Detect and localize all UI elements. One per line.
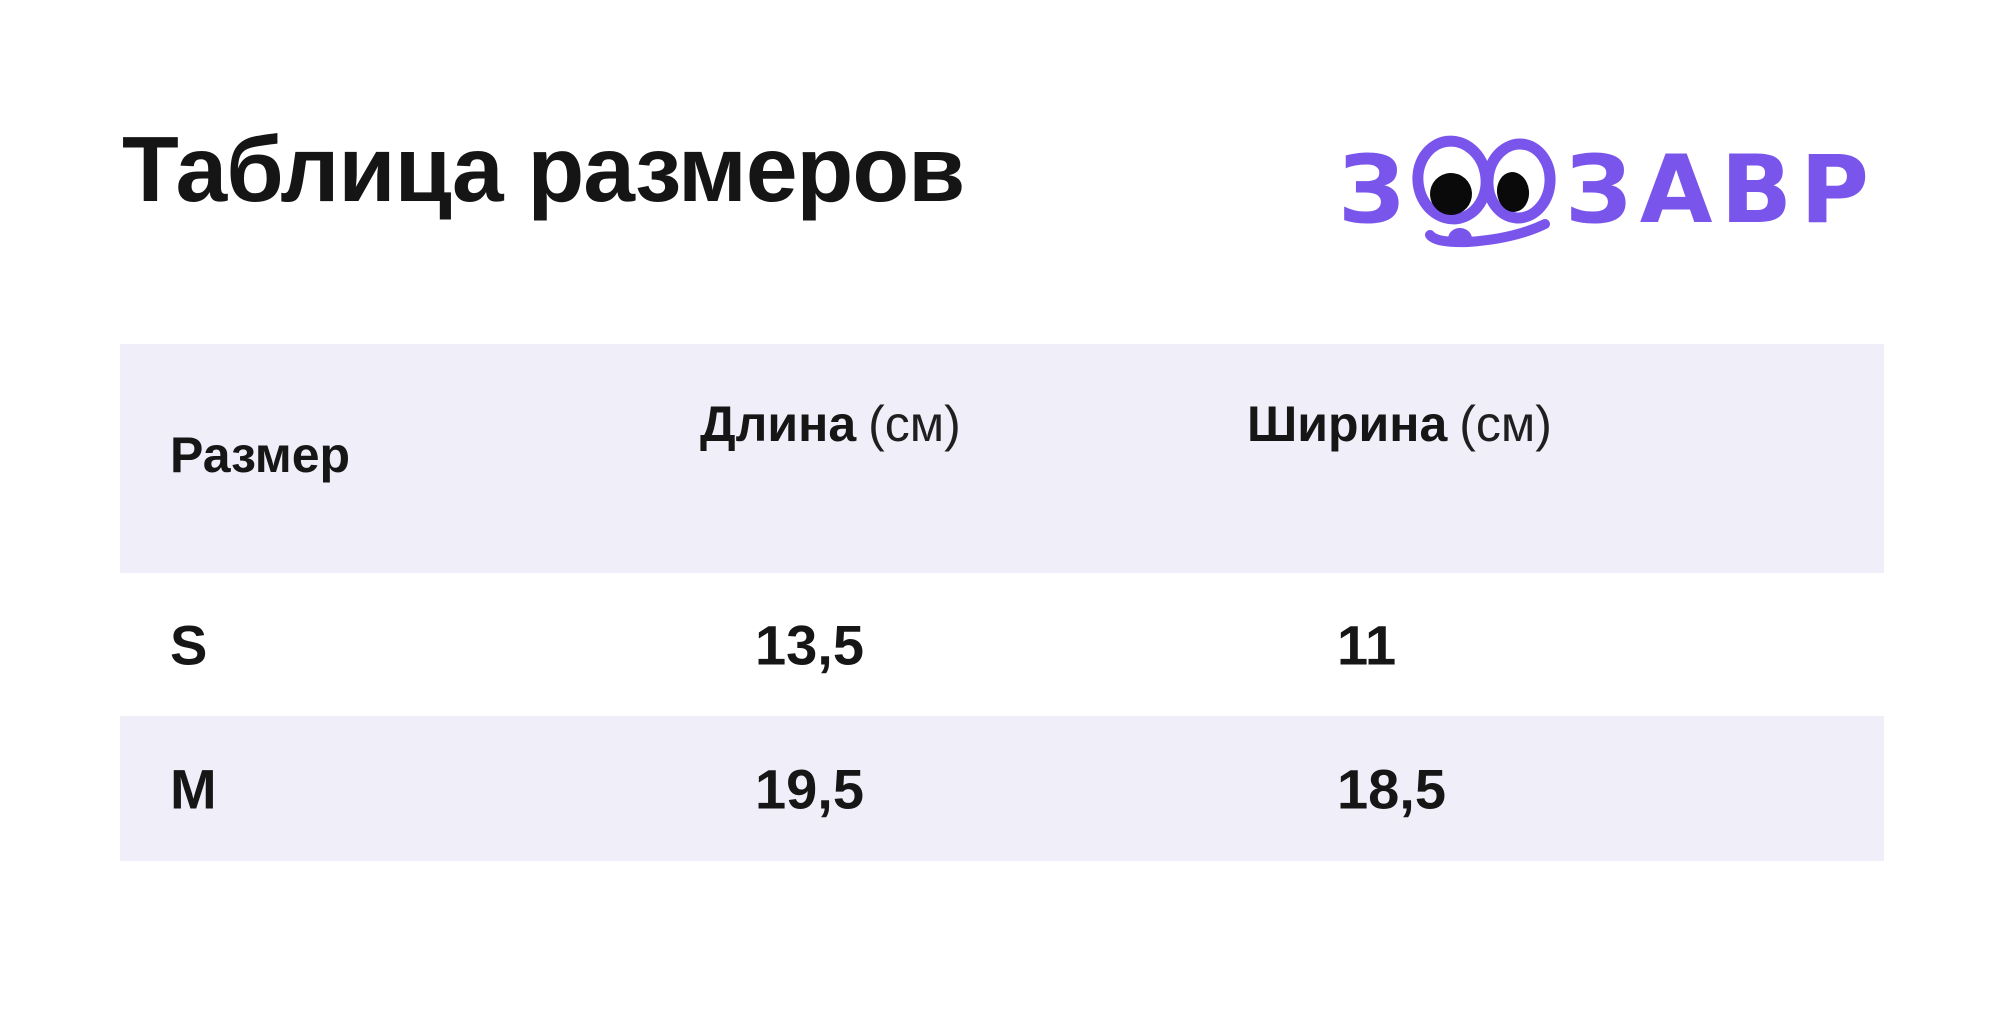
cell-length-s: 13,5 [755, 613, 864, 676]
cell-width-m: 18,5 [1337, 757, 1446, 820]
column-header-size-label: Размер [170, 427, 351, 483]
column-header-width-unit: (см) [1459, 396, 1552, 452]
cell-width-s: 11 [1337, 613, 1397, 676]
column-header-width: Ширина (см) [1247, 399, 1552, 449]
table-row: S 13,5 11 [120, 573, 1884, 716]
table-row: M 19,5 18,5 [120, 716, 1884, 861]
logo-text-after-eyes: ЗАВР [1565, 136, 1877, 245]
column-header-length-unit: (см) [868, 396, 961, 452]
column-header-length-label: Длина [700, 396, 857, 452]
column-header-width-label: Ширина [1247, 396, 1448, 452]
page-title: Таблица размеров [122, 117, 965, 221]
logo-text-before-eyes: З [1338, 136, 1413, 245]
cell-size-s: S [170, 613, 208, 676]
size-table: Размер Длина (см) Ширина (см) S 13,5 11 M … [120, 344, 1884, 861]
column-header-size: Размер [170, 430, 350, 480]
table-header-row: Размер Длина (см) Ширина (см) [120, 344, 1884, 573]
cell-size-m: M [170, 757, 217, 820]
logo-smile-icon [1425, 219, 1550, 248]
zoozavr-logo: З ЗАВР [1336, 128, 1908, 288]
cell-length-m: 19,5 [755, 757, 864, 820]
column-header-length: Длина (см) [700, 399, 961, 449]
logo-eyes-icon [1412, 135, 1556, 225]
